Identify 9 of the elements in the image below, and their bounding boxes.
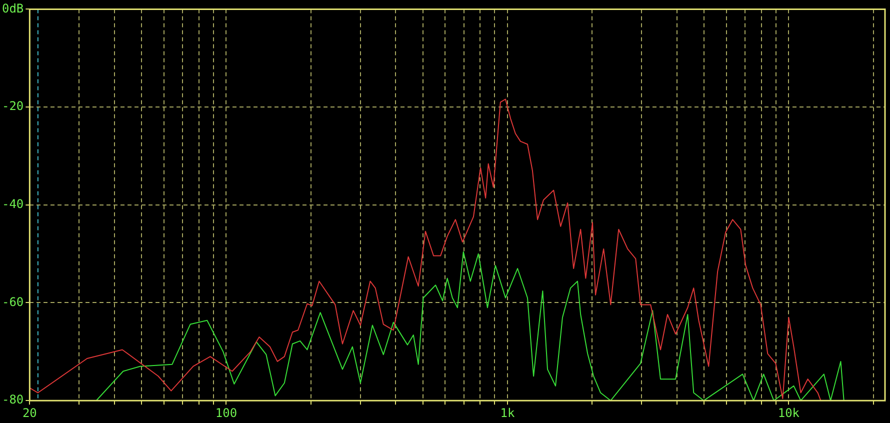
y-tick-label: -40 [2,197,24,212]
y-tick-label: 0dB [2,1,24,16]
x-tick-label: 10k [778,406,800,420]
y-tick-label: -60 [2,294,24,309]
x-tick-label: 100 [215,406,238,420]
y-tick-label: -80 [2,392,24,407]
x-tick-label: 20 [22,406,37,420]
y-tick-label: -20 [2,99,24,114]
x-tick-label: 1k [500,406,516,420]
